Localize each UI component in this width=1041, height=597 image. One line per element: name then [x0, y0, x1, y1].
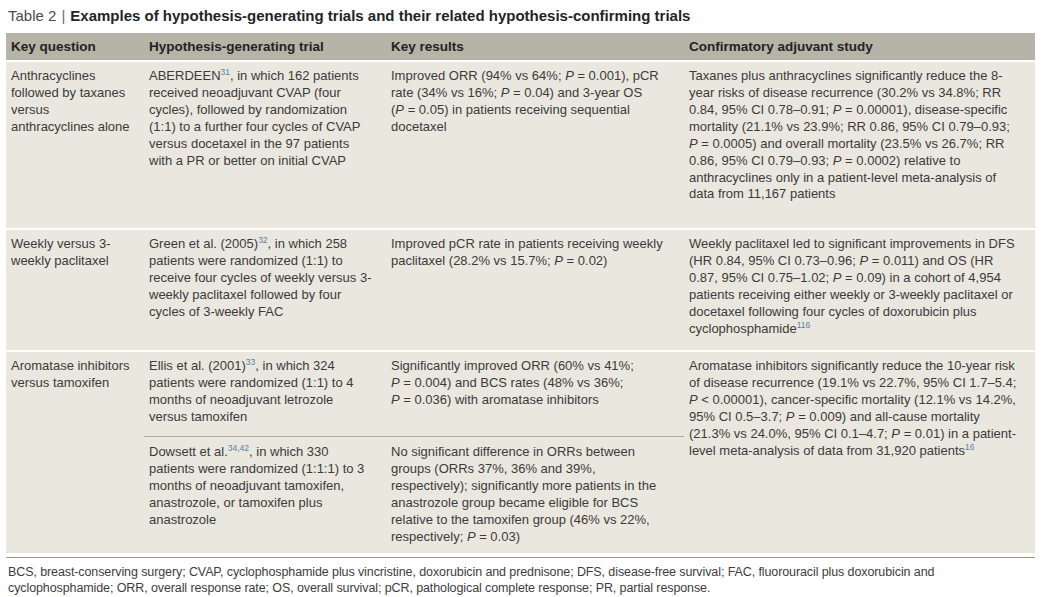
cell-key-results-ellis: Significantly improved ORR (60% vs 41%; … [386, 352, 684, 436]
cell-hypothesis-generating-trial-ellis: Ellis et al. (2001)33, in which 324 pati… [144, 352, 386, 436]
cell-hypothesis-generating-trial: ABERDEEN31, in which 162 patients receiv… [144, 62, 386, 228]
cell-confirmatory-adjuvant-study: Aromatase inhibitors significantly reduc… [684, 352, 1035, 552]
paper-table-figure: Table 2 | Examples of hypothesis-generatin… [0, 0, 1041, 597]
cell-key-question: Anthracyclines followed by taxanes versu… [6, 62, 144, 228]
table: Key question Hypothesis-generating trial… [6, 33, 1035, 552]
cell-hypothesis-generating-trial: Green et al. (2005)32, in which 258 pati… [144, 230, 386, 350]
table-title: Table 2 | Examples of hypothesis-generatin… [8, 6, 1035, 26]
table-footnote: BCS, breast-conserving surgery; CVAP, cy… [6, 557, 1035, 597]
column-header-confirmatory-adjuvant-study: Confirmatory adjuvant study [684, 33, 1035, 60]
cell-confirmatory-adjuvant-study: Taxanes plus anthracyclines significantl… [684, 62, 1035, 228]
cell-key-results: Improved pCR rate in patients receiving … [386, 230, 684, 350]
cell-hypothesis-generating-trial-dowsett: Dowsett et al.34,42, in which 330 patien… [144, 436, 386, 552]
cell-key-question: Weekly versus 3-weekly paclitaxel [6, 230, 144, 350]
table-row-weekly-paclitaxel: Weekly versus 3-weekly paclitaxel Green … [6, 230, 1035, 350]
column-header-key-results: Key results [386, 33, 684, 60]
cell-key-question: Aromatase inhibitors versus tamoxifen [6, 352, 144, 552]
column-header-hypothesis-generating-trial: Hypothesis-generating trial [144, 33, 386, 60]
table-row-aromatase-inhibitors: Aromatase inhibitors versus tamoxifen El… [6, 352, 1035, 552]
table-row-anthracyclines: Anthracyclines followed by taxanes versu… [6, 62, 1035, 228]
column-header-key-question: Key question [6, 33, 144, 60]
cell-key-results: Improved ORR (94% vs 64%; P = 0.001), pC… [386, 62, 684, 228]
table-title-text: Examples of hypothesis-generating trials… [70, 7, 690, 24]
cell-confirmatory-adjuvant-study: Weekly paclitaxel led to significant imp… [684, 230, 1035, 350]
table-header-row: Key question Hypothesis-generating trial… [6, 33, 1035, 60]
cell-key-results-dowsett: No significant difference in ORRs betwee… [386, 436, 684, 552]
table-number: Table 2 [8, 7, 56, 24]
title-separator: | [61, 7, 65, 24]
